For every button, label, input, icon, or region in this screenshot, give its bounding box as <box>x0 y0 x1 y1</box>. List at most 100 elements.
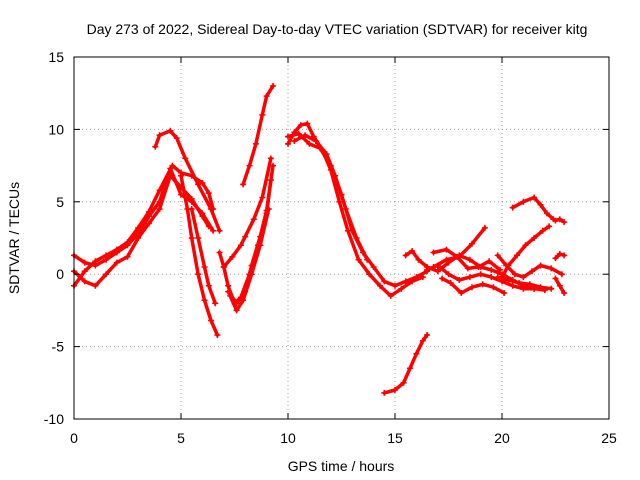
data-point <box>304 120 311 127</box>
data-point <box>398 285 405 292</box>
data-point <box>501 290 508 296</box>
data-point <box>240 297 247 304</box>
series-arc-20 <box>430 246 503 273</box>
data-point <box>208 206 214 212</box>
data-point <box>205 282 212 289</box>
data-point <box>285 133 291 140</box>
data-point <box>152 143 159 150</box>
data-point <box>355 256 362 263</box>
data-point <box>259 194 266 201</box>
data-point <box>195 181 202 188</box>
data-point <box>332 172 339 179</box>
data-point <box>475 264 482 270</box>
data-point <box>240 181 247 188</box>
data-point <box>488 274 495 281</box>
data-point <box>439 275 446 282</box>
data-point <box>225 282 232 289</box>
data-point <box>543 210 550 217</box>
data-point <box>169 162 176 169</box>
series-line <box>510 195 556 221</box>
x-tick-label: 10 <box>280 430 296 446</box>
series-line <box>440 276 506 295</box>
data-point <box>546 223 553 230</box>
data-point <box>270 83 276 89</box>
series-line <box>72 173 211 288</box>
data-point <box>216 249 223 256</box>
data-point <box>430 249 437 256</box>
tick-labels: 0 5 10 15 20 25 -10 -5 0 5 10 15 <box>44 49 617 446</box>
data-point <box>496 266 503 273</box>
series-line <box>228 207 271 313</box>
data-point <box>182 155 189 162</box>
data-point <box>252 140 259 147</box>
data-point <box>454 253 461 260</box>
data-point <box>430 264 437 270</box>
data-point <box>558 271 565 278</box>
data-point <box>312 138 319 144</box>
data-point <box>447 279 454 286</box>
series-arc-25 <box>494 274 555 292</box>
y-tick-label: 10 <box>48 121 64 137</box>
data-point <box>526 281 533 288</box>
data-point <box>233 307 240 314</box>
series-arc-13 <box>285 130 431 289</box>
data-point <box>225 288 232 295</box>
data-point <box>113 259 120 266</box>
data-point <box>323 151 330 157</box>
data-point <box>443 256 450 263</box>
data-point <box>494 252 501 259</box>
data-point <box>424 332 431 338</box>
series-line <box>382 333 429 395</box>
data-point <box>220 264 227 270</box>
data-point <box>424 266 431 273</box>
y-tick-label: -10 <box>44 411 64 427</box>
data-point <box>381 278 388 285</box>
data-point <box>529 268 535 275</box>
data-point <box>212 300 219 307</box>
data-point <box>92 282 99 289</box>
data-point <box>490 284 497 291</box>
data-point <box>531 194 538 201</box>
series-arc-15 <box>381 332 431 396</box>
data-point <box>103 252 110 259</box>
data-point <box>81 259 88 266</box>
data-point <box>81 268 88 275</box>
data-point <box>539 227 546 234</box>
data-point <box>124 239 131 246</box>
data-point <box>188 235 195 241</box>
data-point <box>167 127 174 134</box>
data-point <box>366 271 373 278</box>
data-point <box>306 140 313 147</box>
data-point <box>248 271 255 278</box>
y-tick-label: 5 <box>56 194 64 210</box>
x-tick-label: 25 <box>601 430 617 446</box>
data-point <box>113 246 120 253</box>
data-point <box>419 337 426 344</box>
data-point <box>259 111 266 118</box>
series-arc-12 <box>285 120 426 299</box>
data-point <box>135 230 142 237</box>
series-arc-8 <box>220 155 274 270</box>
data-point <box>205 190 212 197</box>
series-arc-4 <box>152 127 223 234</box>
data-point <box>409 248 416 254</box>
series-arc-6 <box>188 206 219 307</box>
data-point <box>514 252 520 259</box>
series-line <box>286 131 429 288</box>
data-point <box>531 235 538 241</box>
data-point <box>511 271 518 278</box>
data-point <box>520 285 527 292</box>
data-point <box>520 198 527 205</box>
data-point <box>516 279 523 286</box>
data-point <box>188 198 195 205</box>
data-point <box>265 206 272 212</box>
data-point <box>267 155 274 162</box>
data-point <box>199 210 206 217</box>
data-point <box>285 140 291 147</box>
data-point <box>413 350 420 357</box>
y-tick-label: 0 <box>56 266 64 282</box>
data-point <box>479 281 486 288</box>
data-point <box>548 265 555 272</box>
data-point <box>173 135 180 142</box>
